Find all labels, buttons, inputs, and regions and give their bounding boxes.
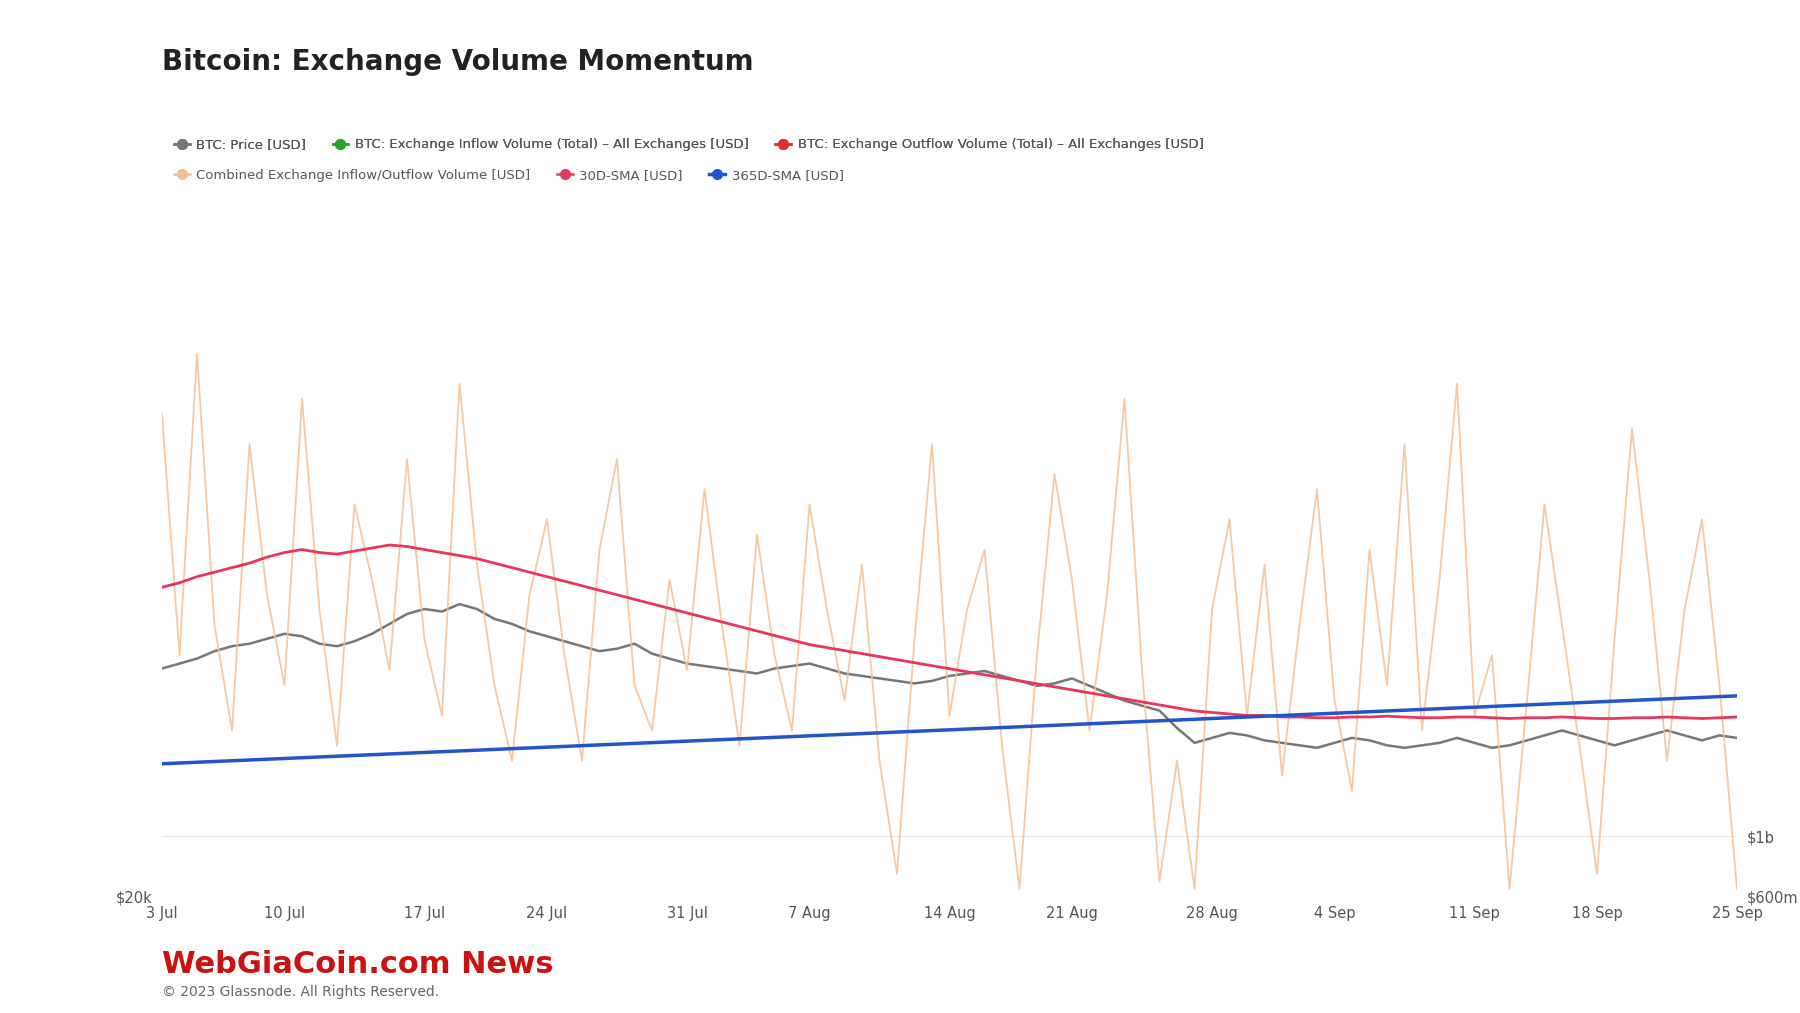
Text: Bitcoin: Exchange Volume Momentum: Bitcoin: Exchange Volume Momentum — [162, 48, 754, 76]
Text: © 2023 Glassnode. All Rights Reserved.: © 2023 Glassnode. All Rights Reserved. — [162, 985, 439, 999]
Legend: Combined Exchange Inflow/Outflow Volume [USD], 30D-SMA [USD], 365D-SMA [USD]: Combined Exchange Inflow/Outflow Volume … — [169, 164, 850, 187]
Text: WebGiaCoin.com News: WebGiaCoin.com News — [162, 950, 554, 980]
Legend: BTC: Price [USD], BTC: Exchange Inflow Volume (Total) – All Exchanges [USD], BTC: BTC: Price [USD], BTC: Exchange Inflow V… — [169, 134, 1210, 157]
